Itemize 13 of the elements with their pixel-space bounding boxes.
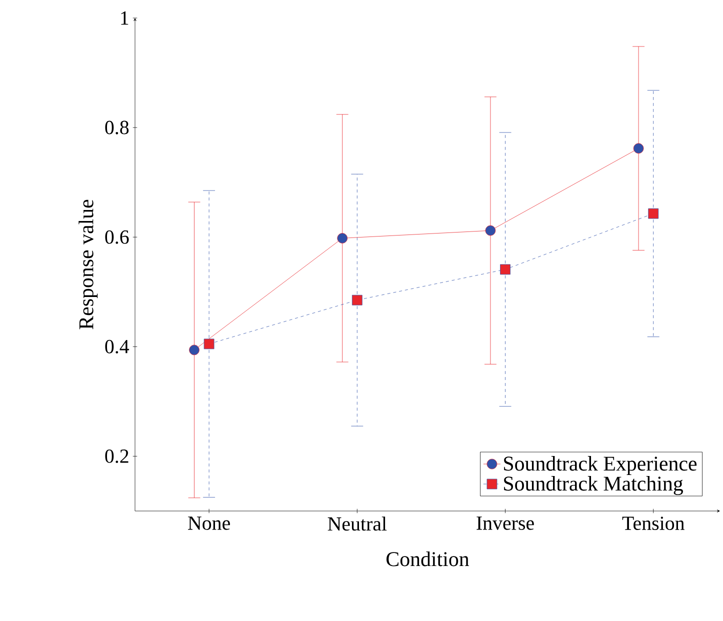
legend-label: Soundtrack Matching [504, 476, 683, 496]
y-tick-label: 1 [121, 11, 128, 25]
x-tick-label: Tension [622, 516, 684, 530]
legend-label: Soundtrack Experience [504, 456, 697, 475]
x-tick-label: Neutral [328, 516, 387, 531]
y-tick-label: 0.2 [105, 449, 128, 463]
x-tick-label: None [188, 516, 230, 530]
y-tick-label: 0.4 [105, 340, 130, 354]
x-axis-title: Condition [386, 552, 470, 566]
y-axis-title: Response value [78, 200, 98, 330]
y-tick-label: 0.8 [105, 120, 129, 134]
y-tick-label: 0.6 [105, 230, 129, 244]
x-tick-label: Inverse [476, 516, 534, 530]
